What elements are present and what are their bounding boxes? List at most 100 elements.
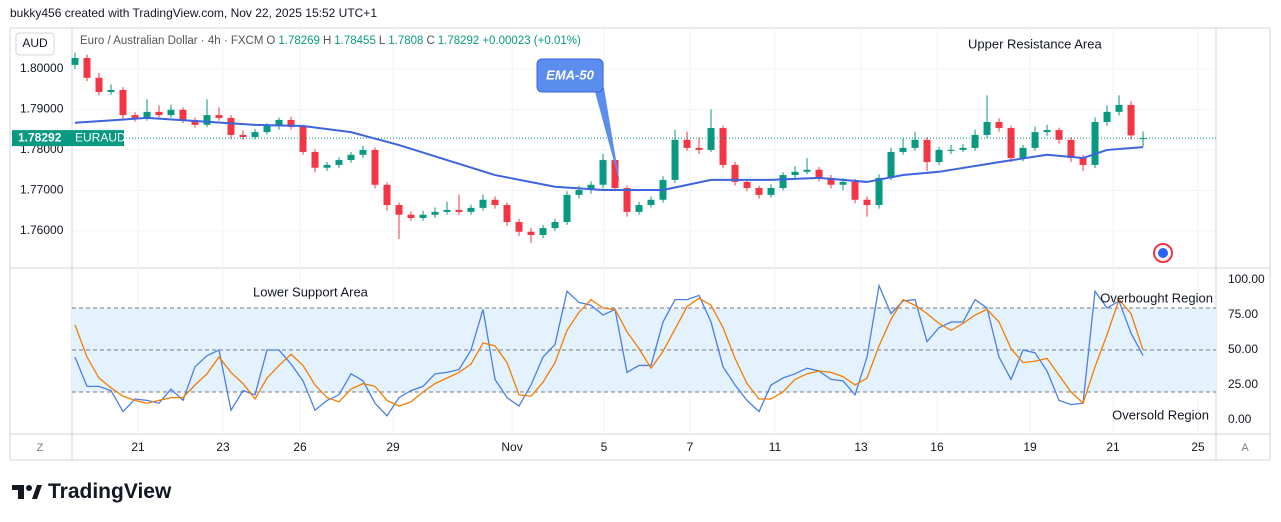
symbol: Euro / Australian Dollar · 4h · FXCM	[80, 35, 264, 47]
candle-body	[275, 119, 283, 127]
plot-layer: 0.00 25.00 50.00 75.00 100.00 Lower Support A…	[12, 28, 1265, 454]
currency-box	[15, 32, 55, 56]
candle-body	[131, 115, 139, 118]
x-tick-label: 25	[1191, 440, 1205, 454]
candle-body	[983, 121, 991, 135]
currency: AUD	[22, 36, 48, 50]
y-tick-label: 1.80000	[20, 61, 64, 75]
candle-body	[143, 111, 151, 118]
x-tick-label: 11	[769, 440, 782, 454]
y-tick-label: 100.00	[1228, 272, 1265, 286]
price-label: 1.78292	[18, 130, 62, 144]
scale-button[interactable]: Z	[37, 442, 44, 454]
candle-body	[83, 57, 91, 78]
candle-body	[707, 128, 715, 150]
candle-body	[395, 205, 403, 215]
candle-body	[479, 199, 487, 208]
candle-body	[911, 139, 919, 148]
candle-body	[203, 115, 211, 125]
candle-body	[1007, 128, 1015, 159]
candle-body	[155, 111, 163, 116]
candle-body	[875, 177, 883, 206]
x-tick-label: 13	[854, 440, 868, 454]
candle-body	[971, 134, 979, 148]
candle-body	[731, 164, 739, 182]
annotation: Overbought Region	[1100, 290, 1213, 305]
candle-body	[779, 175, 787, 189]
candle-body	[491, 199, 499, 206]
candle-body	[743, 181, 751, 189]
candle-body	[431, 211, 439, 215]
candle-body	[587, 184, 595, 191]
oscillator-line	[74, 297, 1144, 407]
candle-body	[527, 231, 535, 235]
candle-body	[827, 177, 835, 185]
candle-body	[1103, 111, 1111, 122]
candle-body	[947, 149, 955, 151]
candle-body	[323, 164, 331, 168]
candle-body	[1019, 147, 1027, 159]
callout	[536, 58, 604, 93]
x-tick-label: 23	[216, 440, 230, 454]
callout-pointer	[594, 88, 620, 184]
candle-body	[1091, 121, 1099, 165]
ohlc-key: C	[426, 35, 435, 47]
candle-body	[167, 109, 175, 116]
candle-body	[119, 89, 127, 116]
candle-body	[935, 149, 943, 163]
symbol-label: EURAUD	[75, 130, 126, 144]
candle-body	[995, 121, 1003, 129]
y-tick-label: 75.00	[1228, 307, 1258, 321]
change: +0.00023 (+0.01%)	[482, 35, 581, 47]
candle-body	[635, 205, 643, 212]
candle-body	[767, 188, 775, 195]
x-tick-label: 29	[386, 440, 400, 454]
candle-body	[803, 169, 811, 172]
candle-body	[839, 181, 847, 185]
brand-name: TradingView	[48, 480, 172, 503]
scale-button[interactable]: A	[1241, 442, 1249, 454]
candle-body	[191, 119, 199, 125]
candle-body	[515, 222, 523, 232]
candle-body	[599, 160, 607, 185]
candle-body	[887, 151, 895, 178]
candle-body	[419, 214, 427, 218]
candle-body	[623, 188, 631, 212]
candle-body	[347, 154, 355, 161]
candle-body	[539, 228, 547, 235]
candle-body	[503, 205, 511, 223]
candle-body	[791, 171, 799, 176]
candle-body	[359, 149, 367, 155]
ohlc-value: 1.7808	[388, 35, 424, 47]
candle-body	[251, 132, 259, 137]
candle-body	[1043, 130, 1051, 133]
candle-body	[575, 190, 583, 195]
x-tick-label: 7	[687, 440, 694, 454]
ohlc-key: O	[266, 35, 276, 47]
candle-body	[647, 199, 655, 206]
candle-body	[1067, 139, 1075, 159]
y-tick-label: 50.00	[1228, 342, 1258, 356]
symbol-header: Euro / Australian Dollar · 4h · FXCM O 1.…	[80, 35, 581, 47]
ohlc-value: 1.78269	[278, 35, 320, 47]
candle-body	[851, 181, 859, 200]
candle-body	[287, 119, 295, 127]
candle-body	[71, 57, 79, 65]
candle-body	[1115, 104, 1123, 112]
ohlc-key: H	[322, 35, 332, 47]
candle-body	[563, 194, 571, 223]
ema-line	[74, 116, 1144, 192]
brand-logo	[12, 485, 42, 499]
candle-body	[371, 149, 379, 185]
candle-body	[467, 207, 475, 212]
candle-body	[755, 188, 763, 195]
candle-body	[683, 139, 691, 148]
candle-body	[239, 134, 247, 137]
x-tick-label: 21	[1106, 440, 1120, 454]
candle-body	[455, 209, 463, 212]
candle-body	[551, 222, 559, 229]
ohlc-value: 1.78455	[334, 35, 376, 47]
frame	[9, 27, 1271, 461]
candle-body	[1127, 104, 1135, 136]
